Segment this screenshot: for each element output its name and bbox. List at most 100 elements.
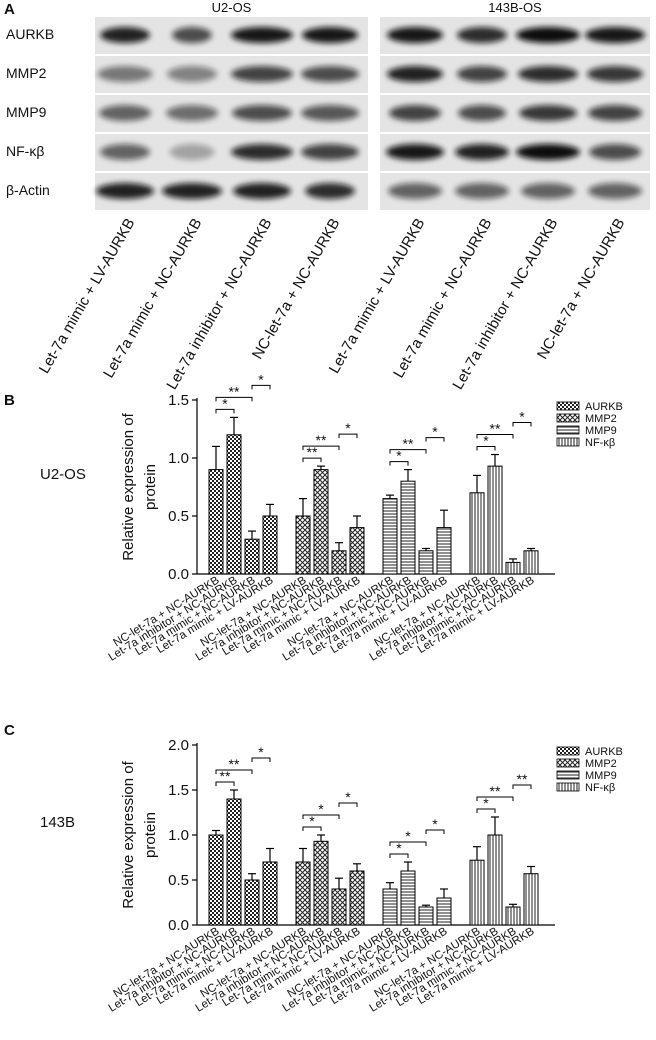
legend-swatch <box>556 425 580 435</box>
legend-swatch <box>556 758 580 768</box>
bar <box>295 861 311 926</box>
error-bar <box>266 503 274 516</box>
significance-bracket <box>425 829 445 834</box>
blot-band <box>232 105 292 121</box>
error-bar <box>386 882 394 889</box>
bar <box>523 873 539 926</box>
error-bar <box>404 469 412 482</box>
blot-band <box>457 66 507 82</box>
blot-band <box>458 105 506 121</box>
error-bar <box>440 888 448 898</box>
bar <box>262 861 278 926</box>
bar <box>226 798 242 926</box>
protein-label: NF-κβ <box>6 143 44 159</box>
blot-band <box>96 183 154 199</box>
error-bar <box>353 863 361 871</box>
significance-label: ** <box>229 756 240 772</box>
blot-band <box>521 183 575 199</box>
bar <box>469 492 485 575</box>
bar <box>382 498 398 575</box>
legend-label: MMP2 <box>585 758 617 770</box>
significance-label: ** <box>517 771 528 787</box>
y-tick-label: 0.5 <box>168 872 189 889</box>
legend-label: AURKB <box>585 401 623 413</box>
error-bar <box>527 865 535 874</box>
blot-band <box>585 27 645 43</box>
bar <box>313 840 329 926</box>
significance-label: ** <box>229 383 240 399</box>
bar <box>418 550 434 575</box>
blot-band <box>301 66 359 82</box>
significance-bracket <box>302 457 322 463</box>
blot-band <box>457 27 507 43</box>
significance-bracket <box>338 433 358 439</box>
protein-label: β-Actin <box>6 182 50 198</box>
panel-label: B <box>4 392 15 409</box>
bar <box>487 834 503 926</box>
significance-bracket <box>302 826 322 831</box>
significance-label: * <box>396 840 402 856</box>
significance-label: * <box>318 801 324 817</box>
significance-label: ** <box>490 783 501 799</box>
bar <box>418 906 434 926</box>
blot-band <box>518 66 578 82</box>
error-bar <box>335 877 343 889</box>
significance-label: * <box>405 828 411 844</box>
legend-swatch <box>556 746 580 756</box>
significance-bracket <box>251 384 271 390</box>
significance-bracket <box>302 814 340 819</box>
error-bar <box>230 416 238 435</box>
blot-band <box>589 144 641 160</box>
significance-bracket <box>425 437 445 442</box>
error-bar <box>491 453 499 467</box>
error-bar <box>230 789 238 799</box>
significance-bracket <box>512 784 532 789</box>
legend-label: AURKB <box>585 746 623 758</box>
bar <box>313 469 329 575</box>
blot-band <box>388 183 442 199</box>
significance-label: * <box>309 813 315 829</box>
significance-bracket <box>389 853 409 858</box>
bar <box>262 515 278 575</box>
significance-label: ** <box>316 432 327 448</box>
y-tick-label: 0.5 <box>168 508 189 525</box>
y-axis-label: Relative expression of <box>120 412 137 560</box>
error-bar <box>422 904 430 907</box>
blot-band <box>100 27 150 43</box>
significance-bracket <box>338 802 358 807</box>
legend-label: NF-κβ <box>585 437 615 449</box>
blot-band <box>169 144 215 160</box>
bar <box>244 879 260 926</box>
error-bar <box>491 816 499 835</box>
legend-swatch <box>556 782 580 792</box>
error-bar <box>212 445 220 470</box>
significance-bracket <box>476 796 514 801</box>
legend-label: MMP9 <box>585 770 617 782</box>
legend-swatch <box>556 770 580 780</box>
bar <box>382 888 398 926</box>
significance-label: * <box>258 371 264 387</box>
significance-label: * <box>345 420 351 436</box>
protein-label: MMP2 <box>6 65 47 81</box>
protein-label: MMP9 <box>6 104 47 120</box>
bar <box>295 515 311 575</box>
legend-swatch <box>556 413 580 423</box>
blot-band <box>587 66 643 82</box>
blot-band <box>166 105 218 121</box>
bar <box>487 465 503 575</box>
bar <box>400 870 416 926</box>
significance-label: * <box>483 795 489 811</box>
significance-bracket <box>215 408 235 414</box>
error-bar <box>386 494 394 499</box>
bar <box>226 434 242 575</box>
error-bar <box>422 547 430 551</box>
blot-band <box>455 144 509 160</box>
significance-label: ** <box>490 421 501 437</box>
significance-label: * <box>396 448 402 464</box>
blot-band <box>455 183 509 199</box>
significance-label: * <box>258 744 264 760</box>
significance-bracket <box>389 449 427 454</box>
panel-label: A <box>4 1 15 18</box>
significance-bracket <box>251 757 271 762</box>
